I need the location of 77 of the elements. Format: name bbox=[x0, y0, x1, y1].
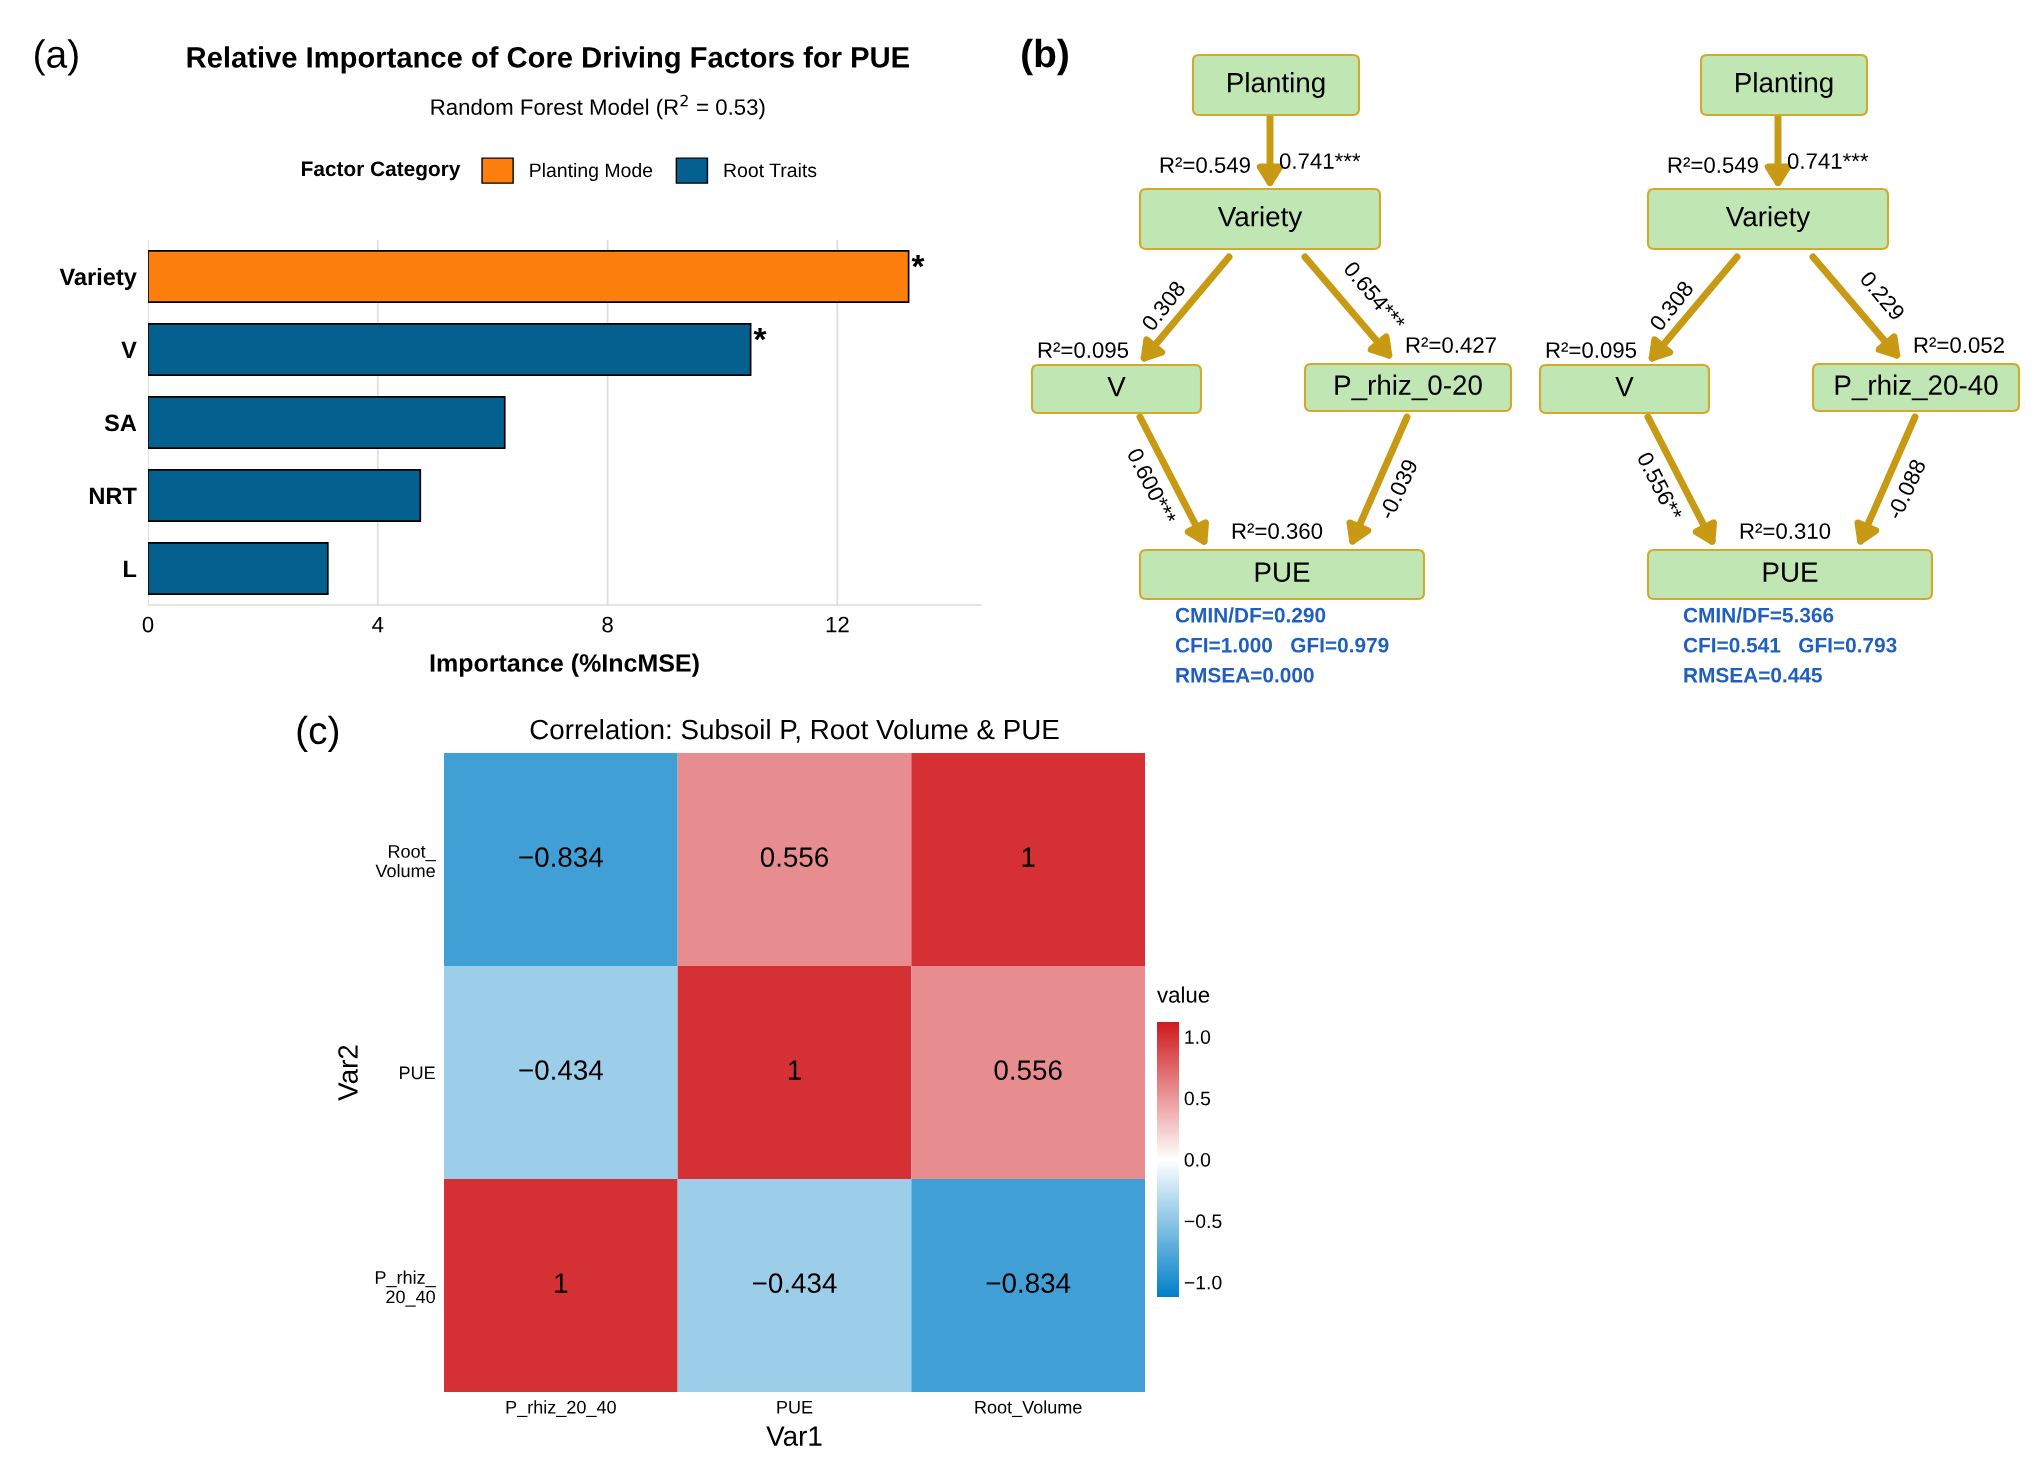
text: R²=0.549 bbox=[1160, 157, 1250, 173]
text: R²=0.360 bbox=[1232, 523, 1323, 539]
bar bbox=[148, 542, 329, 595]
bar bbox=[148, 396, 506, 449]
text: V bbox=[1615, 377, 1634, 397]
text: 0.741*** bbox=[1279, 153, 1361, 169]
data-label: 0.556 bbox=[760, 847, 829, 867]
text: RMSEA=0.000 bbox=[1176, 667, 1314, 683]
text: Variety bbox=[1725, 206, 1811, 232]
y-tick-label: Root_ Volume bbox=[375, 845, 436, 878]
x-tick-label: 8 bbox=[602, 616, 613, 633]
text: (b) bbox=[1022, 38, 1068, 76]
color-bar-label: 1.0 bbox=[1185, 1030, 1211, 1044]
x-tick-label: P_rhiz_20_40 bbox=[506, 1400, 616, 1418]
bar bbox=[148, 250, 910, 303]
annotation: * bbox=[753, 327, 767, 341]
legend-label: Planting Mode bbox=[530, 162, 653, 182]
y-tick-label: P_rhiz_ 20_40 bbox=[375, 1270, 436, 1307]
x-axis-title: Var1 bbox=[766, 1426, 822, 1446]
y-tick-label: V bbox=[121, 341, 137, 359]
legend-title: Factor Category bbox=[302, 161, 461, 181]
data-label: −0.434 bbox=[519, 1060, 603, 1080]
bar bbox=[148, 469, 422, 522]
text: P_rhiz_20-40 bbox=[1835, 374, 1998, 401]
annotation: * bbox=[911, 254, 925, 268]
color-bar-label: 0.0 bbox=[1184, 1152, 1211, 1167]
text: 0.741*** bbox=[1787, 153, 1869, 169]
text: Planting bbox=[1736, 72, 1833, 98]
color-bar-label: −1.0 bbox=[1184, 1275, 1222, 1290]
text: (c) bbox=[297, 715, 339, 752]
text: (a) bbox=[35, 39, 78, 76]
chart-title: Relative Importance of Core Driving Factors for PUE bbox=[187, 46, 909, 74]
text: RMSEA=0.445 bbox=[1684, 667, 1822, 683]
text: R²=0.549 bbox=[1668, 157, 1758, 173]
text: CFI=0.541 GFI=0.793 bbox=[1683, 637, 1897, 653]
data-label: −0.834 bbox=[986, 1273, 1071, 1293]
color-bar-label: −0.5 bbox=[1184, 1214, 1222, 1229]
x-tick-label: Root_Volume bbox=[975, 1400, 1082, 1418]
text: V bbox=[1107, 377, 1126, 397]
data-label: 1 bbox=[788, 1060, 801, 1080]
color-bar-label: 0.5 bbox=[1184, 1091, 1211, 1106]
x-tick-label: 0 bbox=[142, 616, 154, 633]
y-tick-label: L bbox=[124, 560, 137, 578]
text: -0.088 bbox=[1886, 458, 1927, 521]
bar bbox=[148, 323, 752, 376]
data-label: 1 bbox=[1022, 847, 1035, 867]
chart-title: Correlation: Subsoil P, Root Volume & PUE bbox=[530, 718, 1059, 743]
color-bar-title: value bbox=[1157, 986, 1210, 1003]
y-tick-label: SA bbox=[104, 414, 137, 432]
legend-label: Root Traits bbox=[724, 162, 817, 178]
text: R²=0.052 bbox=[1914, 337, 2004, 353]
text: -0.039 bbox=[1378, 458, 1419, 521]
text: R²=0.427 bbox=[1406, 337, 1496, 353]
text: R²=0.095 bbox=[1546, 342, 1637, 358]
y-tick-label: NRT bbox=[89, 487, 137, 505]
text: CFI=1.000 GFI=0.979 bbox=[1175, 637, 1389, 653]
text: R²=0.310 bbox=[1740, 523, 1831, 539]
x-tick-label: 12 bbox=[826, 616, 849, 633]
x-tick-label: PUE bbox=[777, 1401, 813, 1414]
y-axis-title: Var2 bbox=[338, 1045, 358, 1101]
chart-subtitle: Random Forest Model (R$^{2}$ = 0.53) bbox=[431, 94, 765, 120]
y-tick-label: Variety bbox=[59, 267, 137, 290]
text: CMIN/DF=5.366 bbox=[1683, 607, 1834, 623]
text: P_rhiz_0-20 bbox=[1335, 374, 1482, 401]
text: PUE bbox=[1255, 562, 1310, 582]
data-label: 1 bbox=[555, 1273, 568, 1293]
text: CMIN/DF=0.290 bbox=[1175, 607, 1326, 623]
x-tick-label: 4 bbox=[372, 616, 384, 633]
y-tick-label: PUE bbox=[400, 1066, 435, 1080]
data-label: 0.556 bbox=[994, 1060, 1062, 1080]
text: R²=0.095 bbox=[1038, 342, 1129, 358]
text: Variety bbox=[1217, 206, 1303, 232]
data-label: −0.834 bbox=[519, 847, 603, 867]
text: PUE bbox=[1763, 562, 1818, 582]
text: Planting bbox=[1228, 72, 1325, 98]
x-axis-title: Importance (%IncMSE) bbox=[430, 653, 699, 677]
data-label: −0.434 bbox=[753, 1273, 837, 1293]
